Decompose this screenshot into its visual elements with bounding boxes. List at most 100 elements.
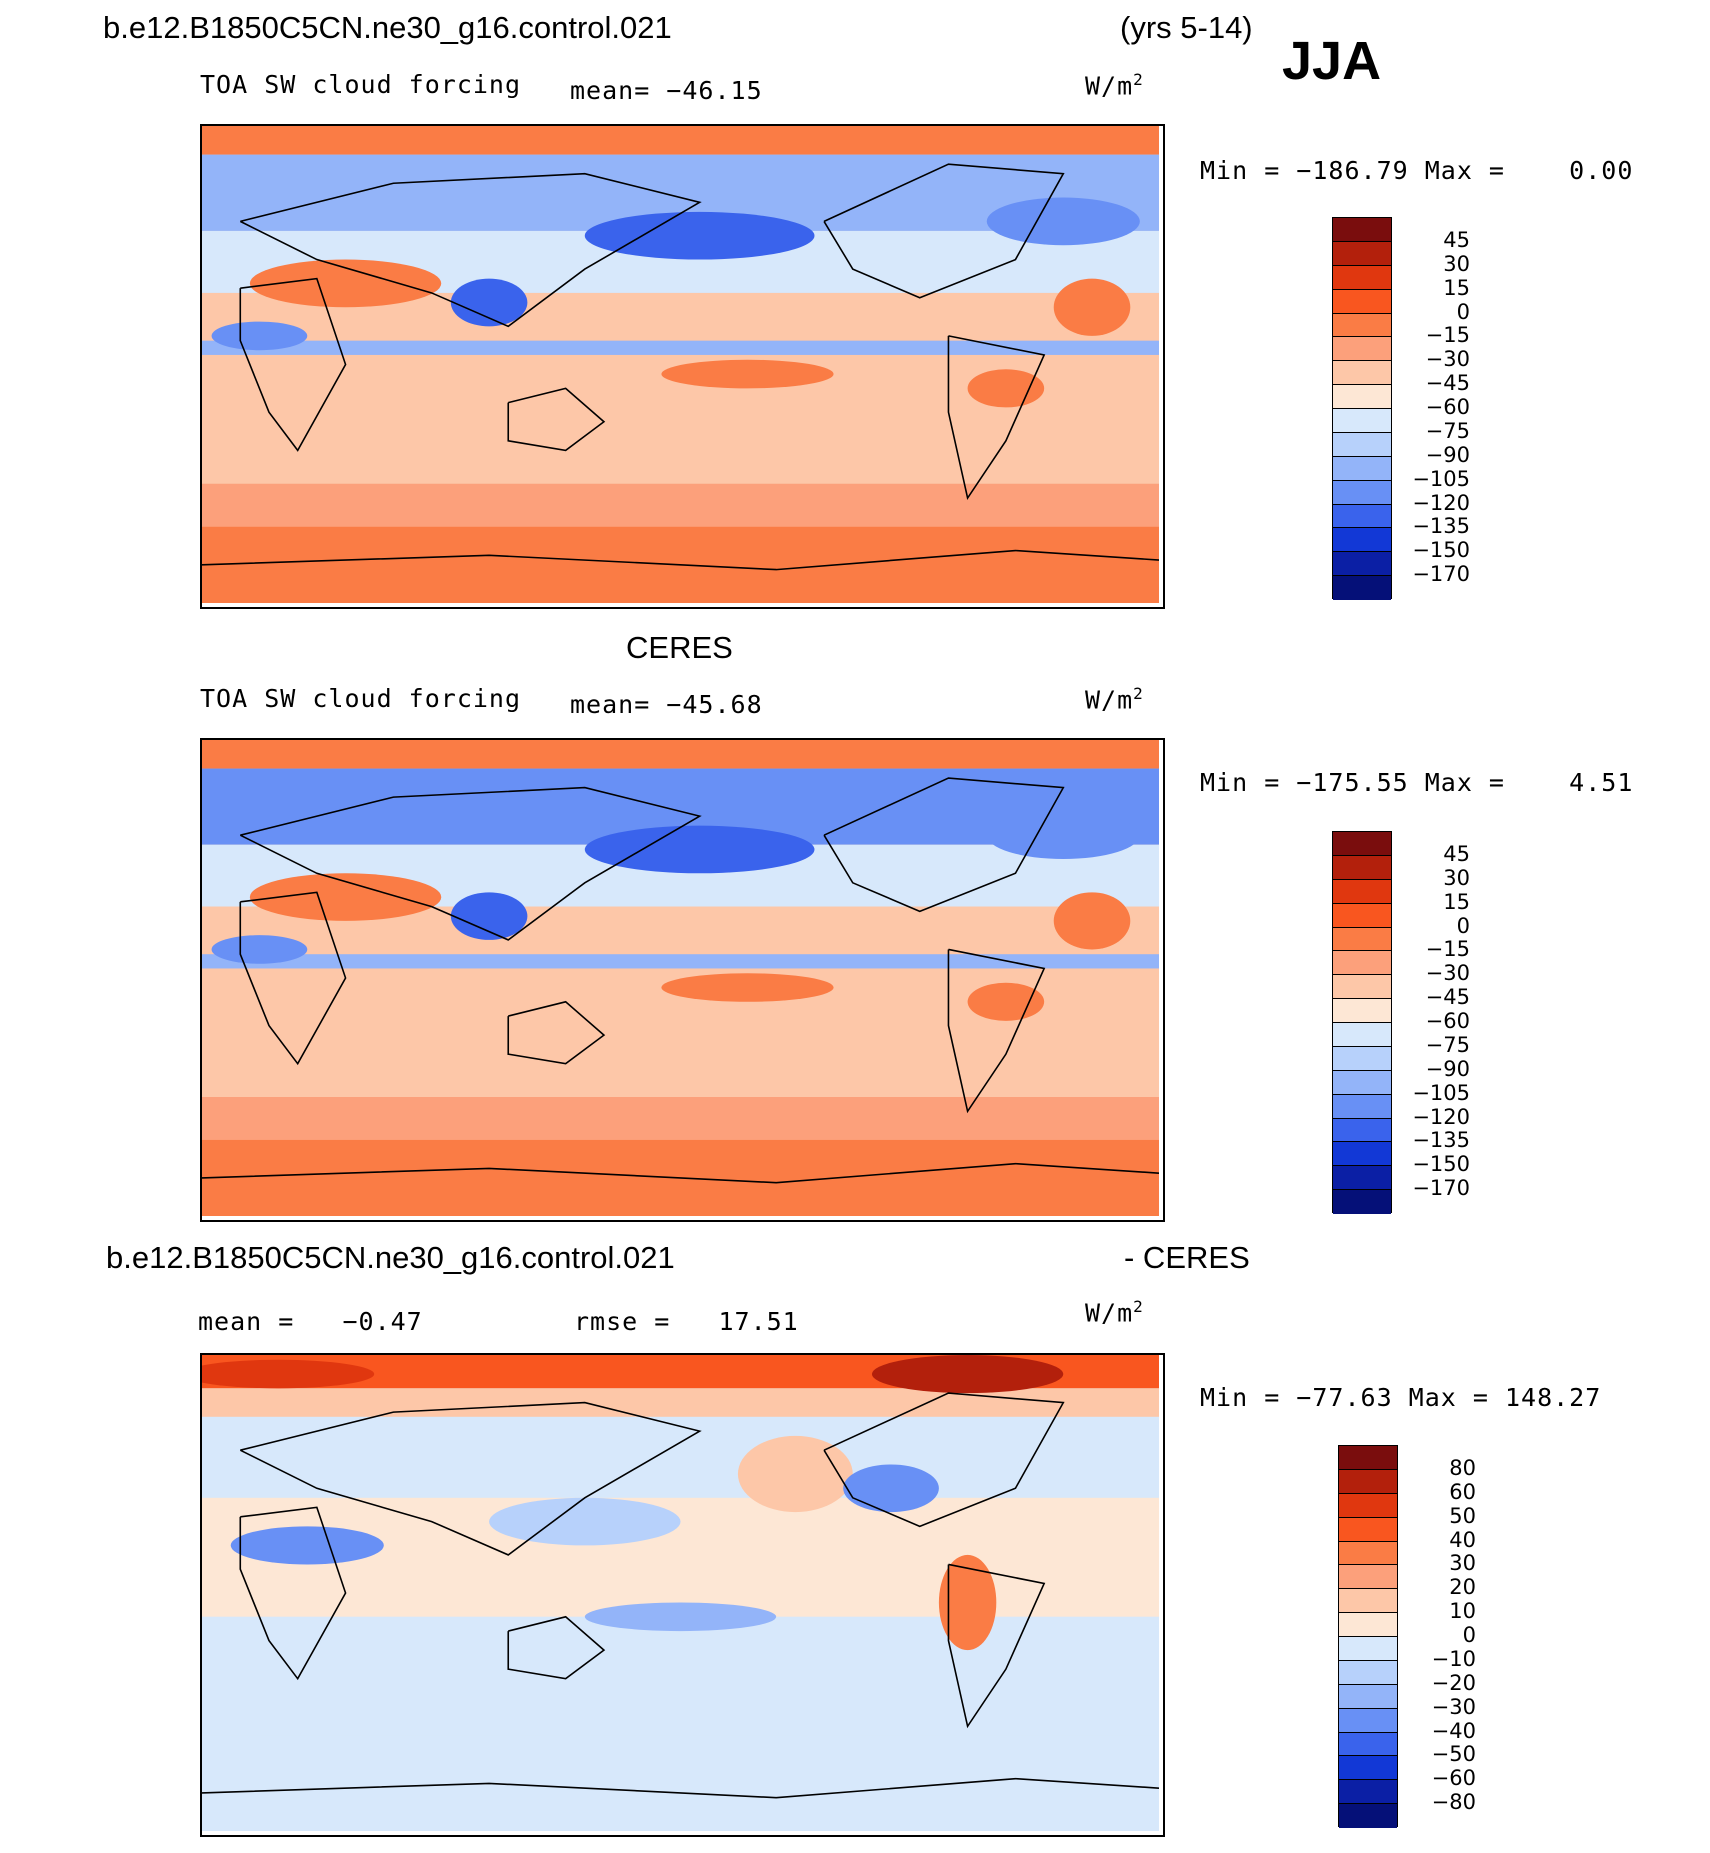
colorbar-swatch [1333,951,1391,976]
colorbar-swatch [1339,1756,1397,1781]
colorbar-tick-label: −90 [1425,1056,1470,1081]
colorbar-swatch [1333,1094,1391,1119]
colorbar-swatch [1339,1493,1397,1518]
panel2-minmax: Min = −175.55 Max = 4.51 [1200,768,1634,797]
colorbar-swatch [1333,409,1391,433]
panel3-title-left: b.e12.B1850C5CN.ne30_g16.control.021 [106,1240,675,1275]
colorbar-swatch [1333,1070,1391,1095]
colorbar-swatch [1339,1732,1397,1757]
panel3-rmse: rmse = 17.51 [574,1307,799,1336]
colorbar-swatch [1333,927,1391,952]
colorbar-swatch [1333,576,1391,600]
colorbar-tick-label: −75 [1425,418,1470,443]
colorbar-swatch [1339,1780,1397,1805]
colorbar-tick-label: 45 [1443,841,1470,866]
colorbar-swatch [1339,1637,1397,1661]
colorbar-tick-label: −120 [1412,490,1470,515]
case-title: b.e12.B1850C5CN.ne30_g16.control.021 [103,10,672,45]
colorbar-tick-label: −15 [1425,323,1470,348]
colorbar-swatch [1333,879,1391,904]
panel3-title-right: - CERES [1124,1240,1250,1275]
colorbar-tick-label: 20 [1449,1575,1476,1600]
colorbar-tick-label: 30 [1443,251,1470,276]
panel1-variable: TOA SW cloud forcing [200,70,522,99]
colorbar-swatch [1339,1660,1397,1685]
panel2-map [200,738,1165,1222]
panel3-colorbar-labels: 80 60 50 40 30 20 10 0 −10 −20 −30 −40 −50 −60 −80 [1386,1445,1476,1827]
panel1-colorbar-labels: 45 30 15 0 −15 −30 −45 −60 −75 −90 −105 −120 −135 −15… [1380,217,1470,599]
colorbar-tick-label: −75 [1425,1032,1470,1057]
colorbar-swatch [1339,1684,1397,1709]
colorbar-tick-label: −30 [1425,347,1470,372]
colorbar-swatch [1333,832,1391,856]
panel2-variable: TOA SW cloud forcing [200,684,522,713]
colorbar-swatch [1333,999,1391,1023]
colorbar-tick-label: −135 [1412,514,1470,539]
colorbar-swatch [1333,504,1391,529]
colorbar-swatch [1333,1118,1391,1143]
colorbar-swatch [1333,552,1391,577]
colorbar-swatch [1339,1469,1397,1494]
colorbar-swatch [1339,1708,1397,1733]
colorbar-tick-label: 10 [1449,1599,1476,1624]
colorbar-tick-label: −170 [1412,1176,1470,1201]
colorbar-tick-label: −60 [1425,395,1470,419]
colorbar-swatch [1333,218,1391,242]
colorbar-tick-label: −150 [1412,1152,1470,1177]
colorbar-tick-label: −50 [1431,1742,1476,1767]
colorbar-swatch [1333,1190,1391,1214]
colorbar-tick-label: −170 [1412,562,1470,587]
colorbar-tick-label: −105 [1412,466,1470,491]
colorbar-tick-label: −120 [1412,1104,1470,1129]
colorbar-tick-label: 30 [1443,865,1470,890]
colorbar-swatch [1339,1613,1397,1637]
colorbar-tick-label: −30 [1431,1694,1476,1719]
panel1-colorbar [1332,217,1392,600]
panel3-colorbar [1338,1445,1398,1828]
panel2-colorbar [1332,831,1392,1214]
colorbar-tick-label: −105 [1412,1080,1470,1105]
colorbar-tick-label: 50 [1449,1503,1476,1528]
colorbar-tick-label: −135 [1412,1128,1470,1153]
colorbar-tick-label: −60 [1431,1766,1476,1791]
colorbar-swatch [1333,1023,1391,1047]
colorbar-swatch [1339,1565,1397,1590]
colorbar-tick-label: 60 [1449,1479,1476,1504]
colorbar-swatch [1333,241,1391,266]
colorbar-swatch [1339,1446,1397,1470]
panel3-mean: mean = −0.47 [198,1307,423,1336]
colorbar-swatch [1333,313,1391,338]
panel3-map [200,1353,1165,1837]
panel3-minmax: Min = −77.63 Max = 148.27 [1200,1383,1602,1412]
colorbar-swatch [1333,1046,1391,1071]
colorbar-tick-label: 30 [1449,1551,1476,1576]
map-field [202,740,1159,1216]
panel2-title: CERES [626,630,733,665]
colorbar-swatch [1333,456,1391,481]
colorbar-tick-label: 40 [1449,1527,1476,1552]
colorbar-tick-label: 15 [1443,889,1470,914]
colorbar-tick-label: −60 [1425,1009,1470,1033]
colorbar-swatch [1333,903,1391,928]
colorbar-swatch [1339,1589,1397,1614]
colorbar-swatch [1333,337,1391,362]
colorbar-swatch [1333,1142,1391,1167]
panel1-mean: mean= −46.15 [570,76,763,105]
colorbar-tick-label: −80 [1431,1790,1476,1815]
colorbar-swatch [1339,1517,1397,1542]
colorbar-swatch [1333,480,1391,505]
colorbar-swatch [1333,855,1391,880]
colorbar-swatch [1333,528,1391,553]
colorbar-tick-label: 0 [1462,1623,1476,1647]
panel1-units: W/m2 [1085,70,1144,101]
colorbar-swatch [1333,289,1391,314]
season-label: JJA [1282,31,1382,91]
colorbar-tick-label: 0 [1456,299,1470,324]
colorbar-swatch [1333,385,1391,409]
colorbar-tick-label: −90 [1425,442,1470,467]
colorbar-tick-label: 0 [1456,913,1470,938]
panel2-units: W/m2 [1085,684,1144,715]
colorbar-swatch [1339,1804,1397,1828]
colorbar-tick-label: −10 [1431,1646,1476,1671]
colorbar-swatch [1333,975,1391,1000]
